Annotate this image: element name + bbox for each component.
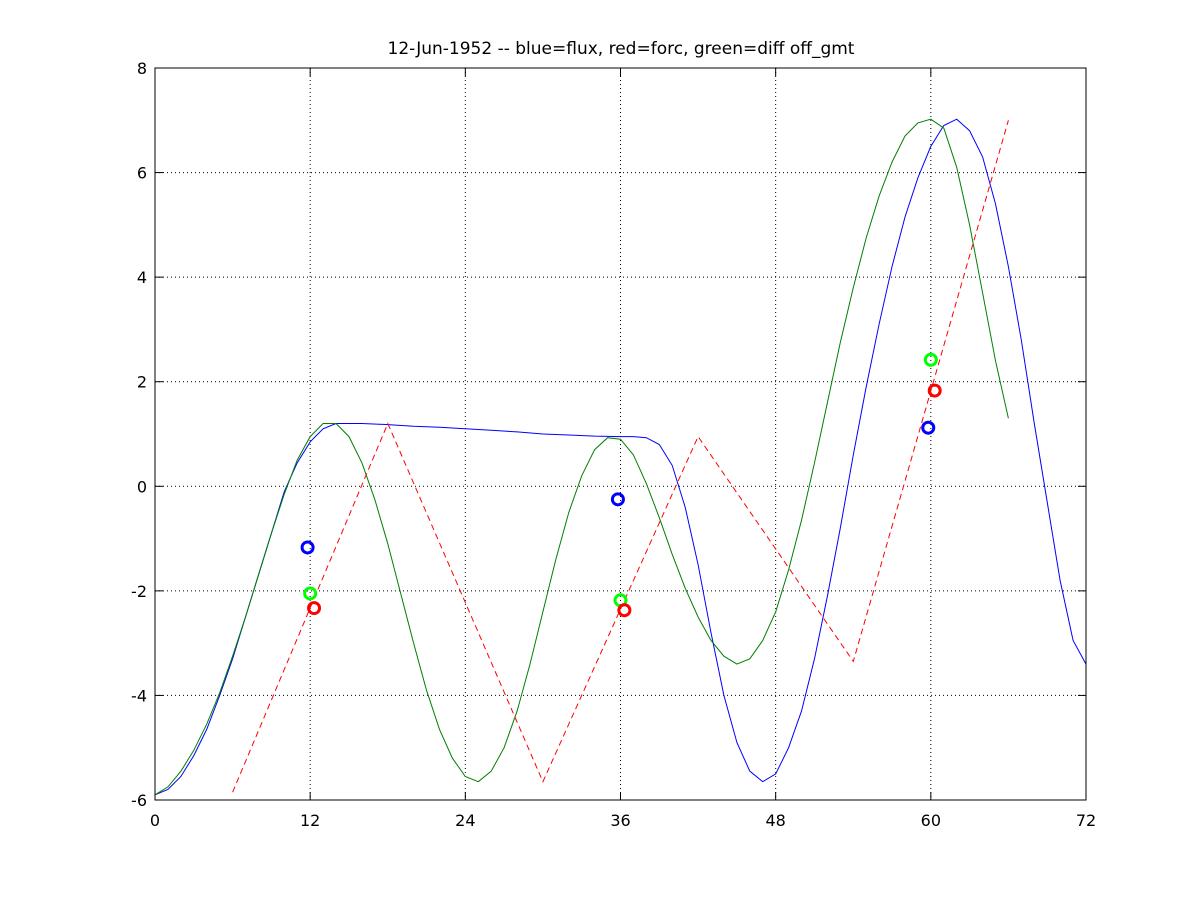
y-tick-label: 4 xyxy=(137,268,147,287)
x-tick-label: 0 xyxy=(150,811,160,830)
y-tick-label: -4 xyxy=(131,686,147,705)
x-tick-label: 12 xyxy=(300,811,320,830)
grid-layer xyxy=(155,68,1086,800)
y-tick-label: 2 xyxy=(137,373,147,392)
series-line-green xyxy=(154,118,1009,796)
x-tick-label: 60 xyxy=(921,811,941,830)
chart-title: 12-Jun-1952 -- blue=flux, red=forc, gree… xyxy=(388,39,855,59)
data-point-red xyxy=(927,383,942,398)
plot-frame xyxy=(154,67,1087,801)
series-line-red xyxy=(232,120,1009,793)
series-layer xyxy=(154,118,1087,796)
y-tick-label: -2 xyxy=(131,582,147,601)
x-tick-label: 48 xyxy=(765,811,785,830)
x-tick-label: 72 xyxy=(1076,811,1096,830)
x-tick-label: 24 xyxy=(455,811,475,830)
y-tick-label: 8 xyxy=(137,59,147,78)
data-point-blue xyxy=(921,420,936,435)
data-point-red xyxy=(307,601,322,616)
data-point-red xyxy=(617,603,632,618)
marker-layer xyxy=(300,352,942,618)
data-point-blue xyxy=(610,492,625,507)
data-point-green xyxy=(303,586,318,601)
x-tick-label: 36 xyxy=(610,811,630,830)
data-point-blue xyxy=(300,540,315,555)
y-tick-label: 0 xyxy=(137,477,147,496)
y-tick-label: 6 xyxy=(137,164,147,183)
data-point-green xyxy=(923,352,938,367)
y-tick-label: -6 xyxy=(131,791,147,810)
